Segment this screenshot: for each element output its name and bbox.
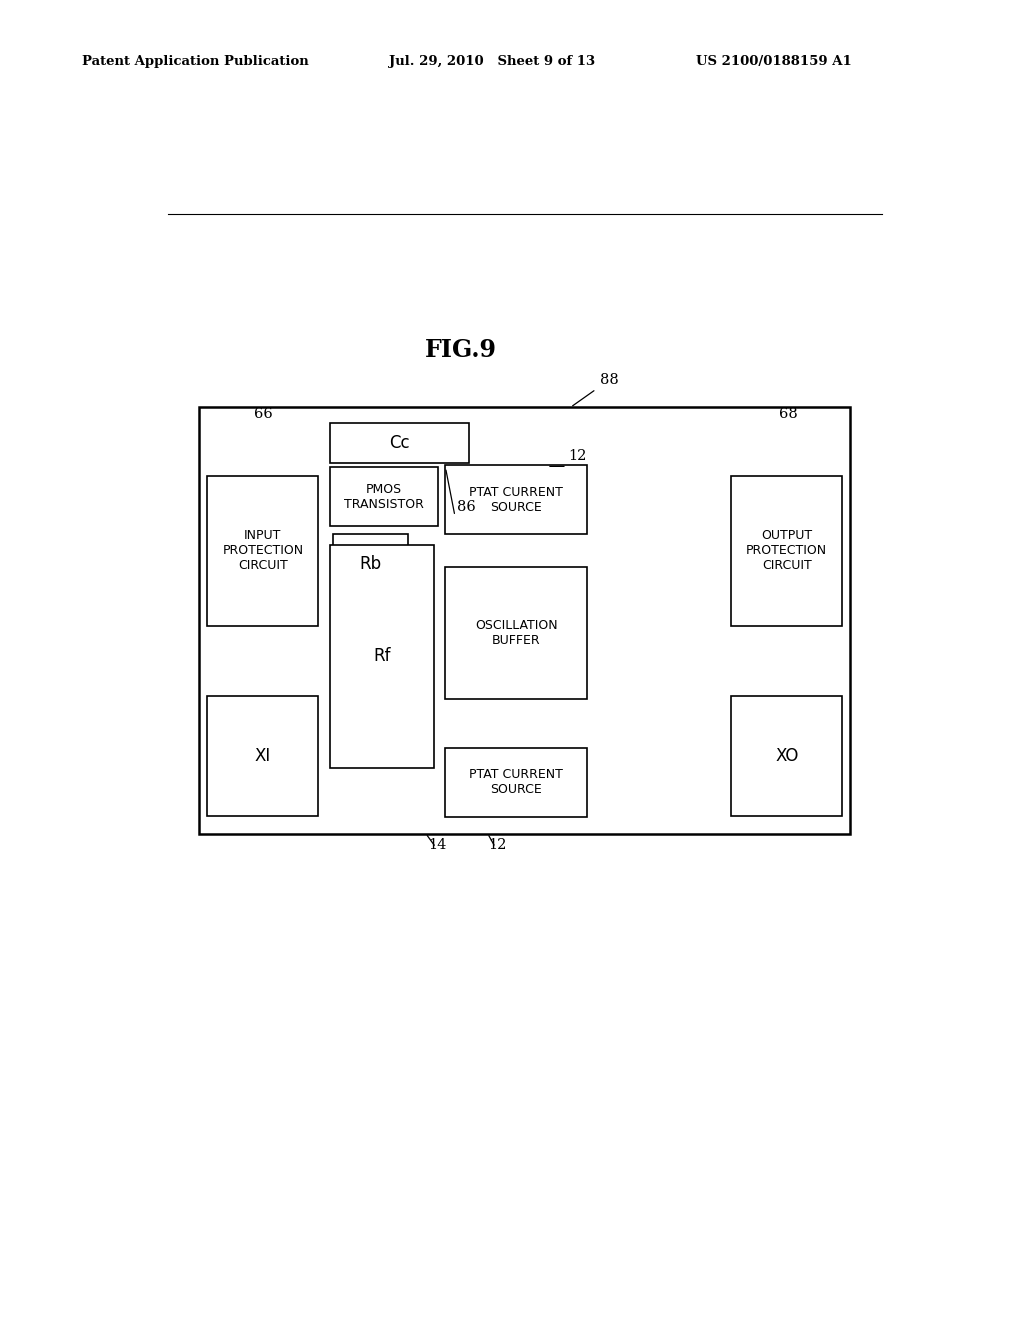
Text: 66: 66 bbox=[254, 407, 272, 421]
Text: XI: XI bbox=[255, 747, 271, 766]
Text: 86: 86 bbox=[458, 500, 476, 515]
Bar bbox=[445, 466, 587, 535]
Text: US 2100/0188159 A1: US 2100/0188159 A1 bbox=[696, 55, 852, 69]
Bar bbox=[731, 475, 843, 626]
Bar bbox=[333, 535, 409, 594]
Text: OSCILLATION
BUFFER: OSCILLATION BUFFER bbox=[475, 619, 557, 647]
Text: 14: 14 bbox=[428, 838, 446, 851]
Bar bbox=[731, 696, 843, 816]
Text: FIG.9: FIG.9 bbox=[425, 338, 498, 362]
Text: 12: 12 bbox=[568, 449, 587, 463]
Text: Rb: Rb bbox=[359, 554, 382, 573]
Bar bbox=[200, 408, 850, 834]
Text: PMOS
TRANSISTOR: PMOS TRANSISTOR bbox=[344, 483, 424, 511]
Text: 68: 68 bbox=[779, 407, 798, 421]
Text: PTAT CURRENT
SOURCE: PTAT CURRENT SOURCE bbox=[469, 486, 563, 513]
Text: INPUT
PROTECTION
CIRCUIT: INPUT PROTECTION CIRCUIT bbox=[222, 529, 303, 573]
Text: Rf: Rf bbox=[373, 647, 391, 665]
Text: Jul. 29, 2010   Sheet 9 of 13: Jul. 29, 2010 Sheet 9 of 13 bbox=[389, 55, 595, 69]
Text: 12: 12 bbox=[487, 838, 506, 851]
Text: Patent Application Publication: Patent Application Publication bbox=[82, 55, 308, 69]
Text: OUTPUT
PROTECTION
CIRCUIT: OUTPUT PROTECTION CIRCUIT bbox=[746, 529, 827, 573]
Text: 88: 88 bbox=[600, 374, 618, 387]
Bar bbox=[207, 696, 318, 816]
Bar bbox=[331, 467, 437, 527]
Bar bbox=[331, 422, 469, 463]
Bar bbox=[331, 545, 433, 768]
Text: XO: XO bbox=[775, 747, 799, 766]
Text: PTAT CURRENT
SOURCE: PTAT CURRENT SOURCE bbox=[469, 768, 563, 796]
Text: Cc: Cc bbox=[389, 434, 411, 451]
Bar bbox=[207, 475, 318, 626]
Bar bbox=[445, 568, 587, 700]
Bar bbox=[445, 748, 587, 817]
